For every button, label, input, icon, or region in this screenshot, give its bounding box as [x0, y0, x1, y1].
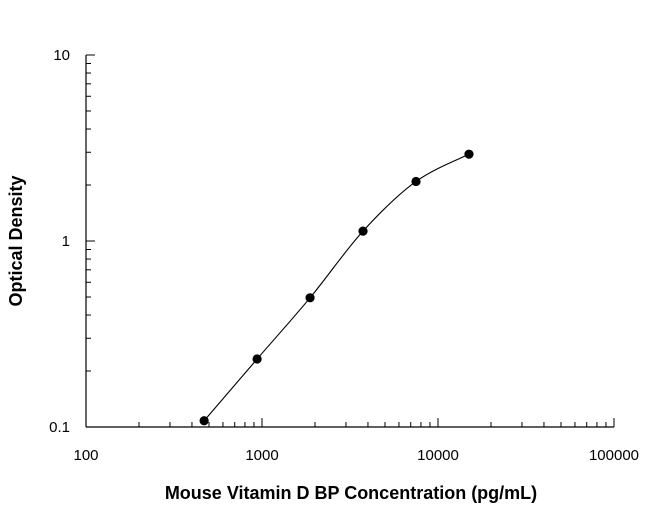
x-tick-label: 100000	[589, 447, 639, 464]
x-axis-title: Mouse Vitamin D BP Concentration (pg/mL)	[165, 483, 537, 503]
x-axis-tick-labels: 100 1000 10000 100000	[73, 447, 639, 464]
x-axis-ticks	[85, 418, 615, 427]
y-axis-title: Optical Density	[6, 175, 26, 306]
y-axis-ticks	[86, 54, 95, 428]
axes	[85, 55, 614, 428]
data-point	[252, 354, 262, 364]
y-tick-label: 10	[53, 47, 70, 64]
x-tick-label: 1000	[245, 447, 278, 464]
y-tick-label: 1	[62, 233, 70, 250]
y-tick-label: 0.1	[49, 419, 70, 436]
x-tick-label: 10000	[417, 447, 459, 464]
data-point	[411, 176, 421, 187]
fit-curve	[203, 153, 470, 422]
fit-curve-layer	[203, 153, 470, 422]
y-axis-tick-labels: 0.1 1 10	[49, 47, 70, 436]
data-point	[358, 226, 368, 236]
data-point	[199, 416, 209, 426]
data-point	[464, 149, 474, 159]
data-points	[199, 149, 474, 426]
data-point	[305, 293, 315, 303]
x-tick-label: 100	[73, 447, 98, 464]
